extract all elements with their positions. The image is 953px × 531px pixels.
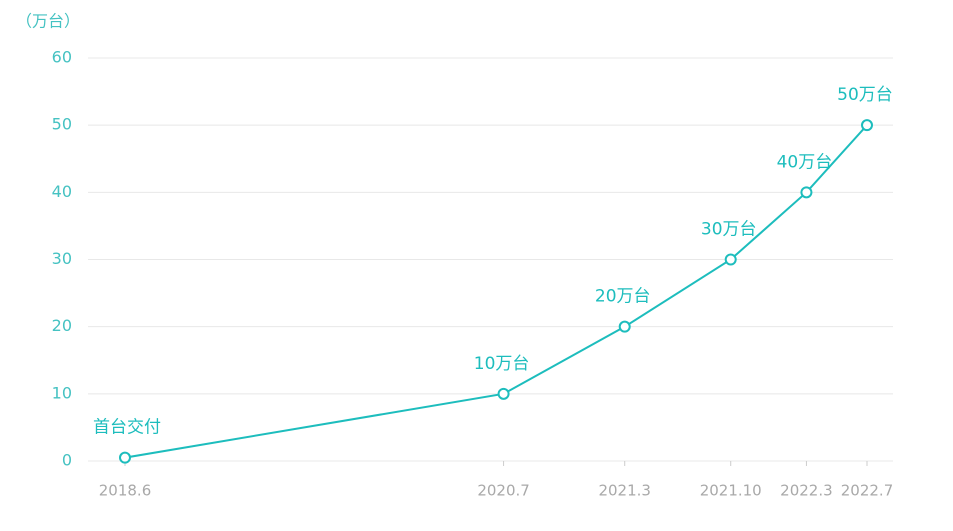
value-label: 30万台 — [701, 220, 757, 240]
point — [724, 253, 737, 266]
point — [800, 186, 813, 199]
point — [497, 387, 510, 400]
y-tick-label: 60 — [52, 48, 72, 67]
point — [119, 451, 131, 464]
x-tick-label: 2021.10 — [700, 482, 762, 500]
value-label: 10万台 — [474, 354, 530, 374]
x-tick-label: 2022.7 — [841, 482, 894, 500]
y-tick-label: 50 — [52, 115, 72, 134]
value-label: 50万台 — [837, 85, 893, 105]
value-label: 首台交付 — [93, 418, 161, 438]
point — [861, 119, 873, 132]
value-label: 40万台 — [777, 152, 833, 172]
x-tick-label: 2018.6 — [99, 482, 152, 500]
y-tick-label: 30 — [52, 249, 72, 268]
x-tick-label: 2022.3 — [780, 482, 833, 500]
x-tick-label: 2021.3 — [598, 482, 651, 500]
point — [618, 320, 631, 333]
value-label: 20万台 — [595, 287, 651, 307]
y-tick-label: 10 — [52, 383, 72, 402]
line — [124, 124, 868, 459]
y-axis-label: （万台） — [16, 12, 80, 31]
y-tick-label: 0 — [62, 451, 72, 470]
y-tick-label: 40 — [52, 182, 72, 201]
x-tick-label: 2020.7 — [477, 482, 530, 500]
y-tick-label: 20 — [52, 316, 72, 335]
